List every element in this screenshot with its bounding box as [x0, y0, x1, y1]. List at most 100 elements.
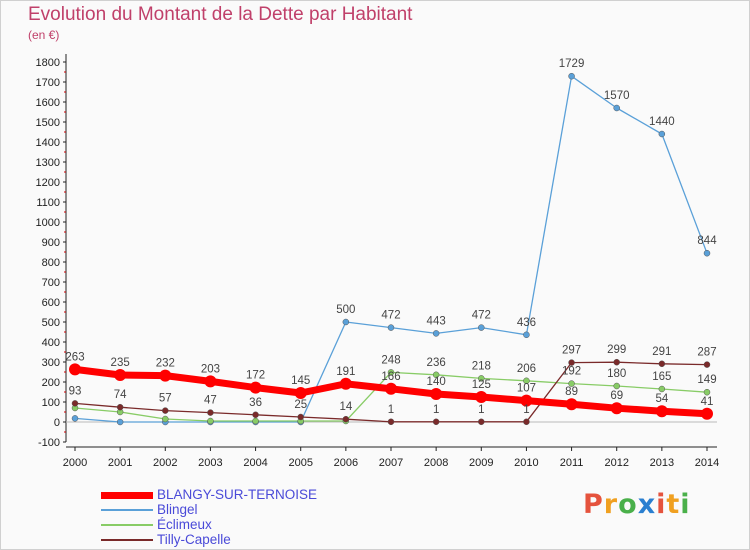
series-point-2	[162, 415, 169, 423]
series-point-2	[387, 369, 395, 376]
data-label: 287	[697, 347, 716, 359]
data-label: 299	[607, 344, 626, 356]
x-tick-label: 2003	[198, 457, 222, 469]
series-point-1	[432, 330, 440, 337]
data-labels: 263 235 232 203 172 145 191 166 140 125 107 89 69 54 4…	[65, 58, 717, 416]
y-tick-label: 1800	[36, 57, 60, 69]
series-point-3	[613, 358, 620, 366]
series-point-2	[432, 371, 440, 379]
data-label: 1	[433, 404, 439, 416]
data-label: 203	[201, 363, 220, 375]
series-point-2	[613, 382, 620, 390]
series-point-2	[252, 417, 259, 425]
series-point-1	[568, 72, 575, 80]
data-label: 125	[472, 379, 491, 391]
data-label: 291	[652, 346, 671, 358]
data-label: 263	[65, 351, 84, 363]
series-point-0	[610, 402, 623, 415]
data-label: 145	[291, 375, 310, 387]
y-tick-label: 1500	[36, 117, 60, 129]
series-point-3	[478, 418, 485, 426]
y-tick-label: 800	[42, 257, 60, 269]
data-label: 54	[655, 393, 668, 405]
series-point-0	[204, 375, 217, 388]
series-points	[69, 72, 713, 426]
legend-swatch	[101, 491, 153, 499]
data-label: 57	[159, 393, 172, 405]
x-tick-label: 2008	[424, 457, 448, 469]
legend-label: Blingel	[157, 502, 198, 517]
x-tick-label: 2014	[695, 457, 719, 469]
data-label: 206	[517, 363, 536, 375]
data-label: 1570	[604, 90, 630, 102]
logo-letter: i	[656, 489, 667, 520]
chart-title: Evolution du Montant de la Dette par Hab…	[28, 4, 413, 25]
x-tick-label: 2006	[334, 457, 358, 469]
data-label: 47	[204, 395, 217, 407]
y-tick-label: 300	[42, 357, 60, 369]
x-tick-label: 2012	[604, 457, 628, 469]
data-label: 69	[610, 390, 623, 402]
data-label: 248	[381, 354, 400, 366]
data-label: 192	[562, 366, 581, 378]
x-tick-label: 2002	[153, 457, 177, 469]
series-point-3	[342, 415, 350, 423]
data-label: 1	[523, 404, 529, 416]
series-point-2	[207, 417, 214, 425]
x-tick-label: 2000	[63, 457, 87, 469]
series-point-0	[655, 405, 668, 418]
series-point-0	[701, 407, 713, 420]
data-label: 191	[336, 366, 355, 378]
data-label: 232	[156, 358, 175, 370]
y-tick-label: 1600	[36, 97, 60, 109]
series-point-1	[478, 324, 485, 331]
y-tick-label: 600	[42, 297, 60, 309]
legend-label: Éclimeux	[157, 517, 212, 532]
data-label: 107	[517, 383, 536, 395]
logo-letter: i	[680, 489, 691, 520]
series-point-3	[252, 411, 259, 419]
series-point-3	[703, 361, 711, 368]
data-label: 89	[565, 386, 578, 398]
series-point-0	[294, 387, 307, 399]
legend-label: BLANGY-SUR-TERNOISE	[157, 487, 318, 502]
y-tick-label: 1200	[36, 177, 60, 189]
data-label: 14	[339, 401, 352, 413]
y-tick-label: 400	[42, 337, 60, 349]
x-tick-label: 2011	[560, 457, 584, 469]
series-point-0	[159, 369, 172, 382]
y-tick-label: 1300	[36, 157, 60, 169]
data-label: 235	[111, 357, 130, 369]
series-point-3	[116, 403, 124, 411]
series-point-1	[116, 418, 124, 426]
data-label: 218	[472, 360, 491, 372]
series-point-1	[613, 104, 620, 112]
series-point-0	[69, 363, 81, 376]
series-point-2	[478, 375, 485, 382]
data-label: 1729	[559, 58, 585, 70]
series-point-3	[658, 360, 666, 368]
legend-swatch	[101, 509, 153, 511]
proxiti-logo: Proxiti	[583, 489, 691, 520]
data-label: 472	[472, 310, 491, 322]
data-label: 140	[427, 376, 446, 388]
x-tick-label: 2001	[108, 457, 132, 469]
series-point-0	[475, 391, 488, 403]
logo-letter: o	[618, 489, 638, 520]
series-point-0	[565, 398, 578, 411]
y-tick-label: 900	[42, 237, 60, 249]
legend-swatch	[101, 524, 153, 526]
data-label: 844	[697, 235, 717, 247]
data-label: 297	[562, 345, 581, 357]
data-label: 1	[388, 404, 394, 416]
series-point-3	[297, 413, 304, 421]
y-tick-label: 1400	[36, 137, 60, 149]
logo-letter: x	[637, 489, 657, 520]
series-point-1	[342, 318, 350, 326]
series-point-0	[385, 382, 397, 395]
legend-label: Tilly-Capelle	[157, 532, 231, 547]
data-label: 172	[246, 370, 265, 382]
data-label: 166	[381, 371, 400, 383]
y-tick-label: 0	[54, 417, 60, 429]
